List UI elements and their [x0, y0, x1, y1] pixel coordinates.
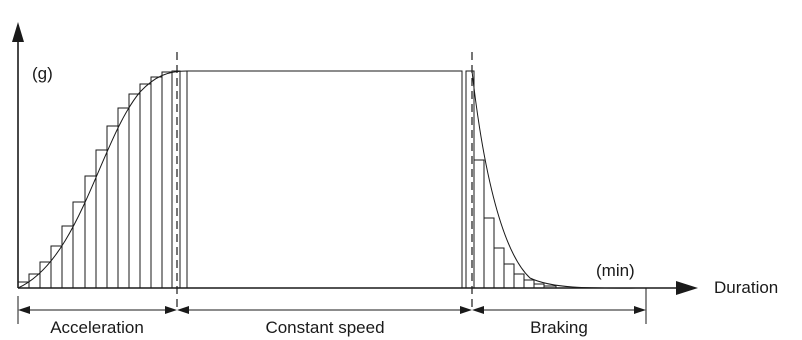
- phase-label-braking: Braking: [530, 318, 588, 337]
- acceleration-step-bar: [139, 83, 152, 288]
- acceleration-step-bar: [150, 76, 163, 288]
- acceleration-step-bar: [95, 149, 108, 288]
- acceleration-step-bar: [171, 70, 181, 288]
- braking-step-bars: [465, 70, 557, 288]
- acceleration-step-bar: [117, 107, 130, 288]
- constant-speed-block: [186, 70, 463, 288]
- braking-step-bar: [503, 263, 515, 288]
- braking-step-bar: [513, 273, 525, 288]
- acceleration-step-bar: [106, 125, 119, 288]
- acceleration-step-bars: [17, 70, 181, 288]
- x-unit-label: (min): [596, 261, 635, 280]
- braking-curve: [471, 70, 651, 289]
- acceleration-curve: [17, 70, 188, 289]
- acceleration-step-bar: [84, 175, 97, 288]
- acceleration-step-bar: [161, 71, 173, 288]
- phase-label-acceleration: Acceleration: [50, 318, 144, 337]
- braking-step-bar: [493, 247, 505, 288]
- braking-step-bar: [543, 285, 557, 288]
- phase-label-constant-speed: Constant speed: [265, 318, 384, 337]
- braking-step-bar: [465, 70, 475, 288]
- braking-step-bar: [483, 217, 495, 288]
- acceleration-step-bar: [128, 93, 141, 288]
- braking-step-bar: [523, 279, 535, 288]
- x-axis-label: Duration: [714, 278, 778, 297]
- braking-step-bar: [473, 159, 485, 288]
- acceleration-step-bar: [50, 245, 63, 288]
- acceleration-step-bar: [39, 261, 52, 288]
- braking-span: [472, 288, 647, 324]
- acceleration-step-bar: [61, 225, 74, 288]
- constant-speed-span: [177, 306, 472, 314]
- y-axis-arrowhead: [12, 22, 24, 42]
- acceleration-span: [17, 296, 177, 324]
- y-unit-label: (g): [32, 64, 53, 83]
- x-axis-arrowhead: [676, 281, 698, 295]
